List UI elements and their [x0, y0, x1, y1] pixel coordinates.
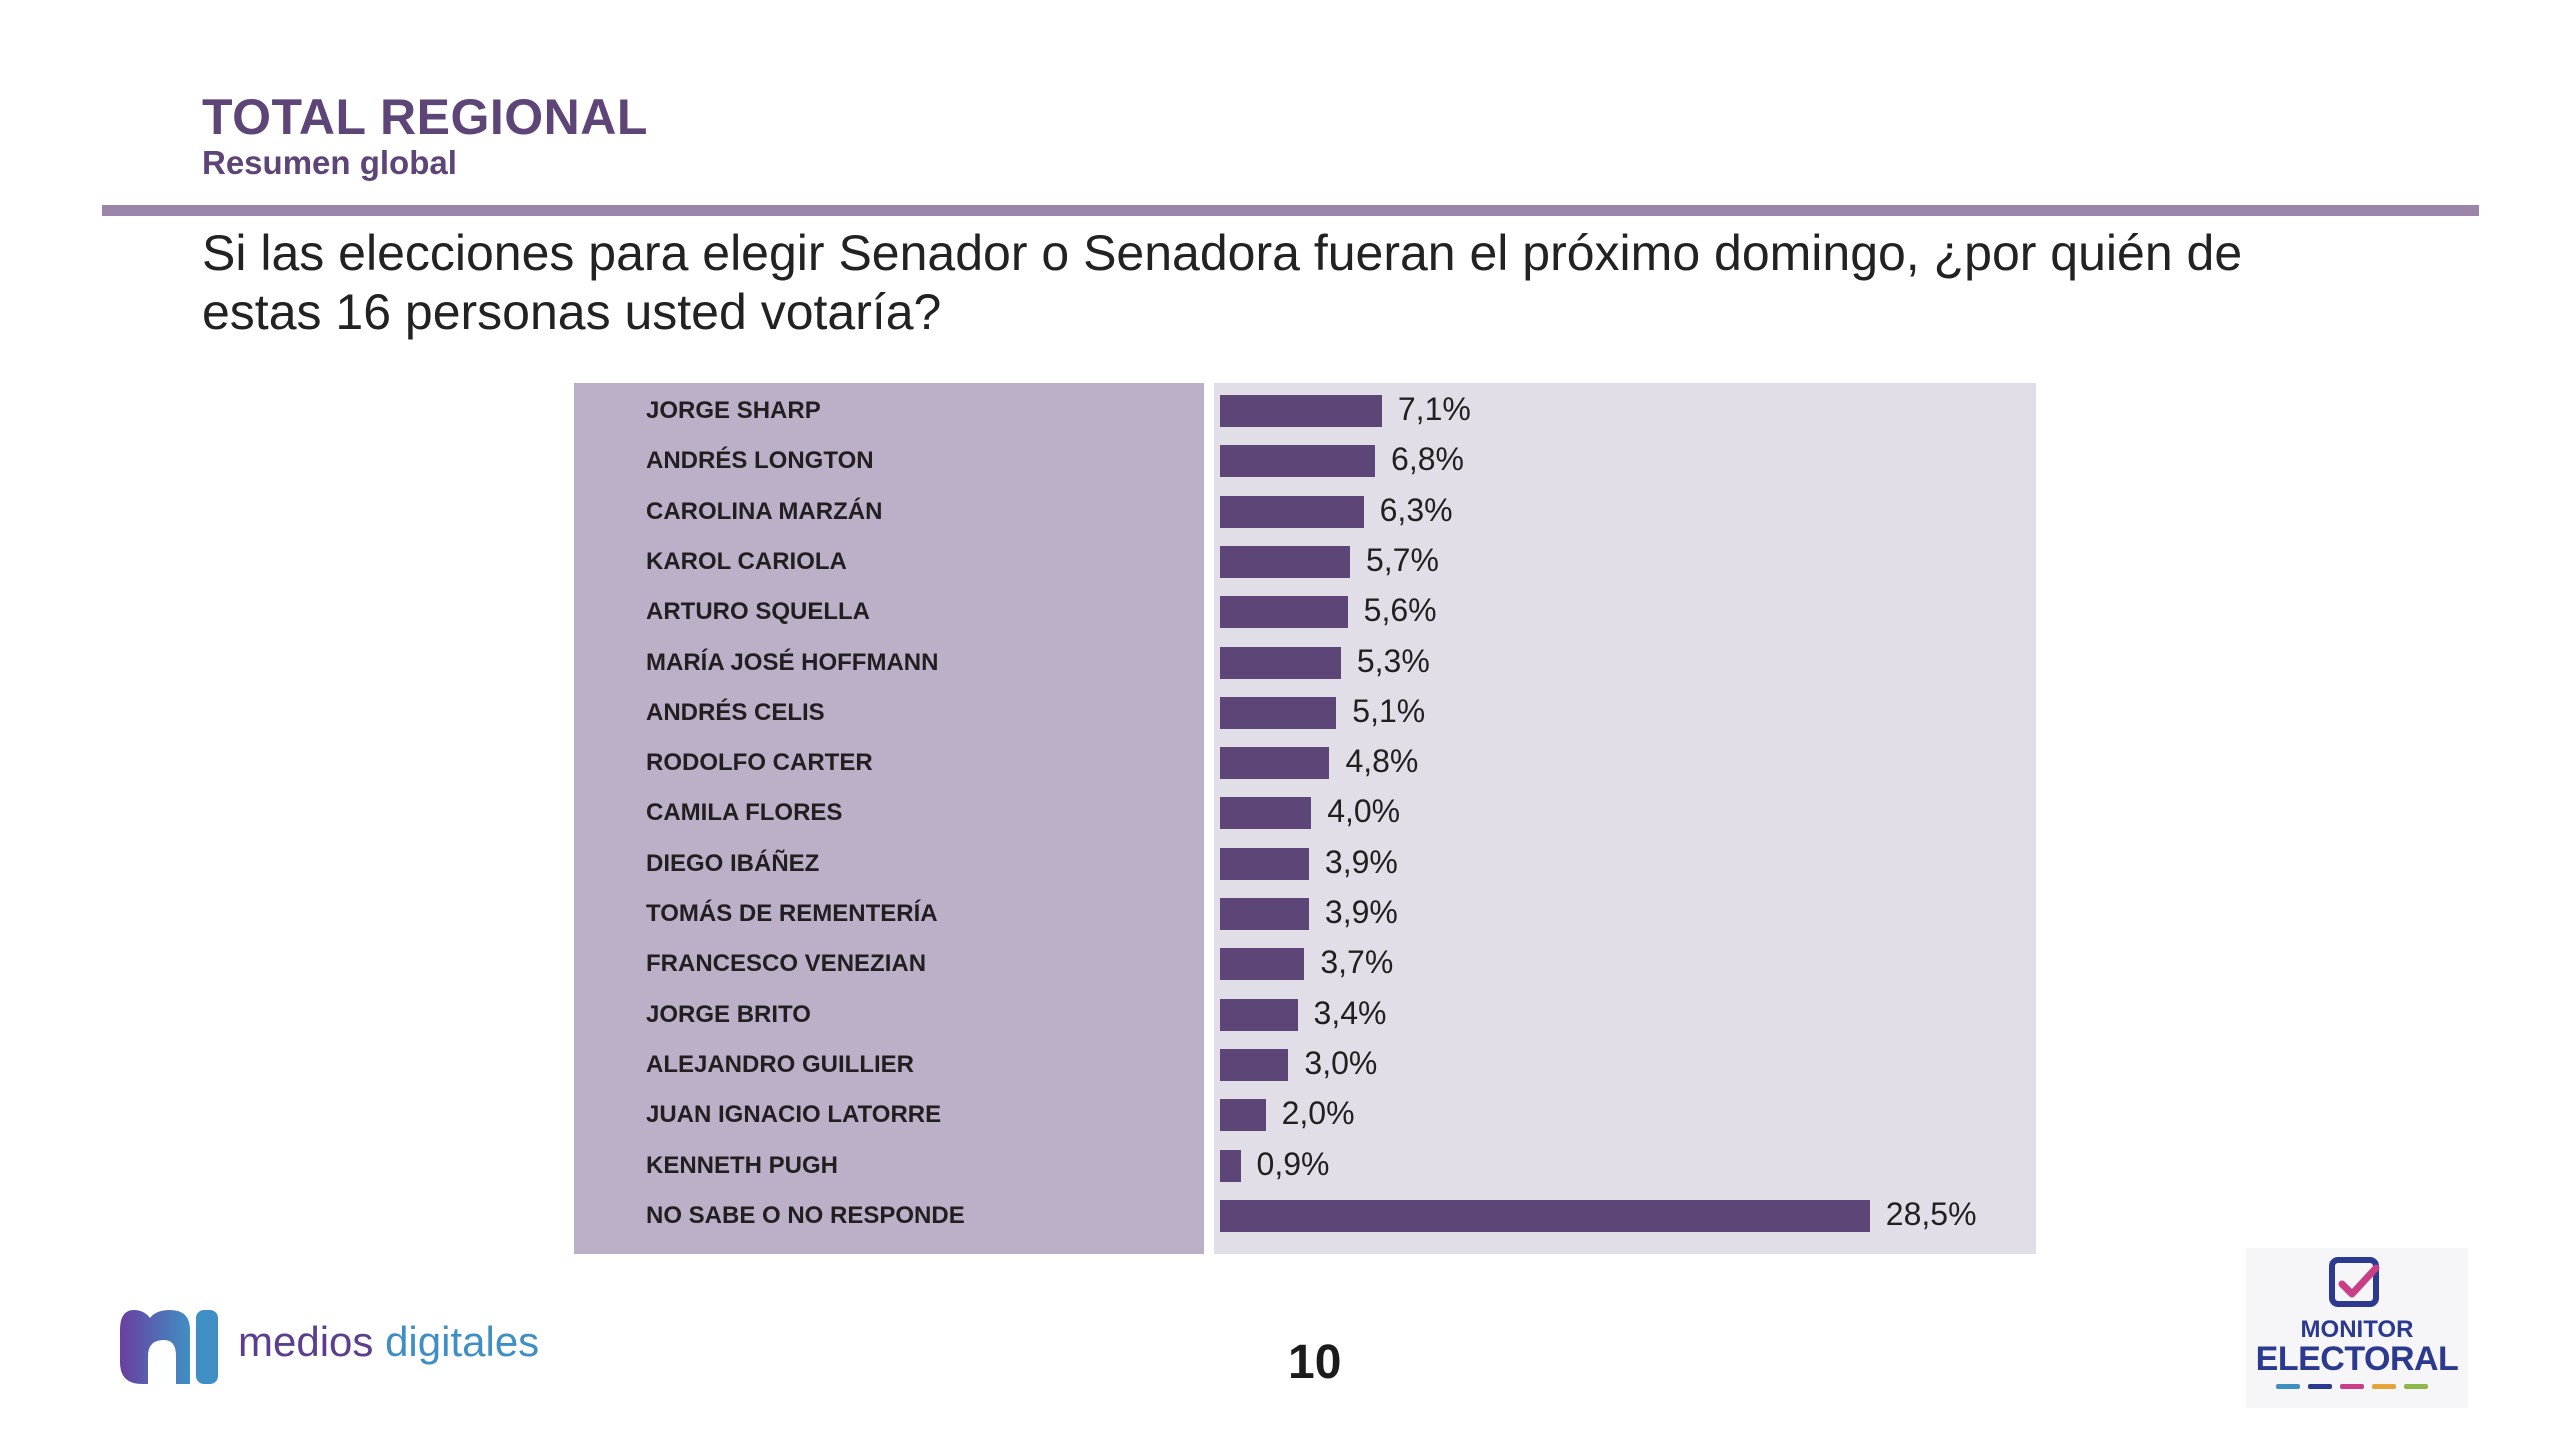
bar: [1220, 1149, 1241, 1182]
data-label: 3,9%: [1324, 894, 1398, 930]
page-title: TOTAL REGIONAL: [202, 89, 648, 145]
bar: [1220, 1199, 1870, 1232]
bar: [1220, 948, 1305, 981]
logo-word-medios: medios: [238, 1318, 374, 1365]
data-label: 3,0%: [1304, 1044, 1378, 1081]
category-label: CAROLINA MARZÁN: [646, 497, 883, 525]
bar: [1220, 847, 1309, 880]
page-subtitle: Resumen global: [202, 144, 457, 181]
category-label-panel: [574, 383, 1204, 1254]
category-label: MARÍA JOSÉ HOFFMANN: [646, 648, 939, 676]
logo-word-monitor: MONITOR: [2300, 1316, 2414, 1343]
bar: [1220, 395, 1382, 427]
data-label: 0,9%: [1256, 1145, 1330, 1182]
logo-dash: [2276, 1384, 2300, 1389]
data-label: 3,7%: [1320, 944, 1394, 981]
data-label: 4,0%: [1327, 793, 1401, 830]
logo-word-digitales: digitales: [385, 1318, 540, 1365]
category-label: KENNETH PUGH: [646, 1151, 839, 1179]
data-label: 5,3%: [1356, 642, 1430, 679]
data-label: 5,7%: [1365, 541, 1439, 578]
category-label: JUAN IGNACIO LATORRE: [646, 1101, 942, 1129]
category-label: CAMILA FLORES: [646, 799, 843, 827]
bar: [1220, 1048, 1289, 1081]
header-divider: [102, 205, 2479, 216]
data-label: 6,8%: [1391, 441, 1464, 478]
page-number: 10: [1288, 1336, 1342, 1389]
medios-digitales-mark-icon: [120, 1310, 218, 1384]
data-label: 7,1%: [1397, 391, 1471, 427]
category-label: ARTURO SQUELLA: [646, 598, 870, 626]
logo-word-electoral: ELECTORAL: [2255, 1340, 2459, 1378]
ballot-check-icon: [2329, 1257, 2380, 1307]
bar: [1220, 898, 1309, 930]
data-label: 6,3%: [1379, 491, 1453, 528]
data-label: 28,5%: [1885, 1195, 1977, 1232]
bar-chart: JORGE SHARP 7,1% ANDRÉS LONGTON 6,8% CAROLIN…: [574, 383, 2036, 1254]
data-label: 5,1%: [1352, 692, 1426, 729]
bar: [1220, 646, 1341, 679]
survey-question: Si las elecciones para elegir Senador o …: [202, 225, 2243, 340]
data-label: 3,9%: [1324, 843, 1398, 880]
category-label: JORGE SHARP: [646, 397, 821, 424]
data-label: 5,6%: [1363, 592, 1437, 629]
logo-dash: [2340, 1384, 2364, 1389]
category-label: FRANCESCO VENEZIAN: [646, 950, 927, 978]
logo-dash: [2308, 1384, 2332, 1389]
category-label: ALEJANDRO GUILLIER: [646, 1050, 915, 1078]
bar: [1220, 797, 1312, 830]
medios-digitales-logo: medios digitales: [114, 1300, 554, 1390]
category-label: JORGE BRITO: [646, 1000, 811, 1028]
category-label: ANDRÉS CELIS: [646, 698, 825, 726]
bar: [1220, 545, 1350, 578]
bar: [1220, 747, 1330, 780]
bar: [1220, 495, 1364, 528]
category-label: KAROL CARIOLA: [646, 547, 847, 575]
logo-dash: [2372, 1384, 2396, 1389]
category-label: RODOLFO CARTER: [646, 749, 873, 777]
category-label: NO SABE O NO RESPONDE: [646, 1201, 965, 1229]
bar: [1220, 998, 1298, 1031]
data-label: 4,8%: [1345, 743, 1419, 780]
bar: [1220, 1099, 1266, 1132]
category-label: DIEGO IBÁÑEZ: [646, 849, 820, 877]
bar-plot-area: [1214, 383, 2036, 1254]
bar: [1220, 696, 1337, 729]
category-label: TOMÁS DE REMENTERÍA: [646, 900, 938, 927]
bar: [1220, 596, 1348, 629]
data-label: 3,4%: [1313, 994, 1387, 1031]
category-label: ANDRÉS LONGTON: [646, 447, 874, 475]
medios-digitales-wordmark: medios digitales: [238, 1318, 539, 1366]
logo-dash: [2404, 1384, 2428, 1389]
data-label: 2,0%: [1281, 1095, 1355, 1132]
monitor-electoral-logo: MONITOR ELECTORAL: [2246, 1248, 2468, 1408]
bar: [1220, 445, 1376, 478]
